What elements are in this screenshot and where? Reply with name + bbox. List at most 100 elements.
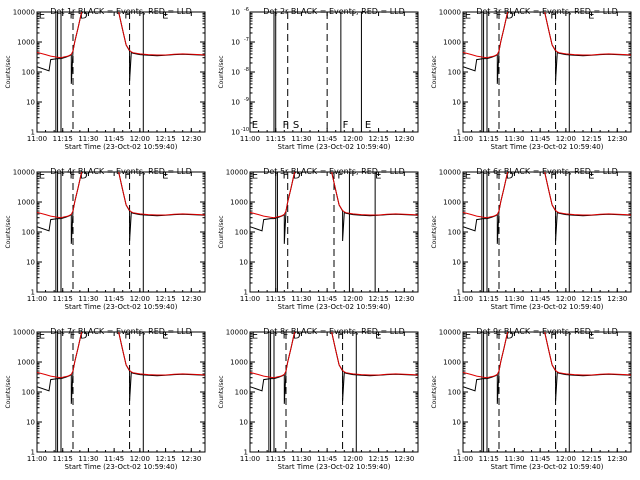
- x-axis-label: Start Time (23-Oct-02 10:59:40): [278, 303, 391, 311]
- panel-4: Det 4r BLACK = Events, RED = LLD 1 10 100 10…: [5, 167, 206, 311]
- y-tick-label: 10: [231, 129, 240, 137]
- x-tick-label: 11:00: [240, 455, 260, 463]
- x-tick-label: 11:45: [530, 295, 550, 303]
- x-tick-label: 12:15: [581, 455, 601, 463]
- x-tick-label: 11:30: [291, 295, 311, 303]
- x-tick-label: 12:15: [155, 455, 175, 463]
- panel-7: Det 7r BLACK = Events, RED = LLD 1 10 100 10…: [5, 327, 206, 471]
- events-series-line: [250, 332, 418, 404]
- panel-8: Det 8r BLACK = Events, RED = LLD 1 10 100 10…: [218, 327, 419, 471]
- x-tick-label: 11:15: [266, 295, 286, 303]
- x-tick-label: 12:30: [607, 455, 627, 463]
- x-tick-label: 12:15: [155, 135, 175, 143]
- annotation-label: E: [375, 170, 381, 181]
- annotation-label: F: [283, 170, 289, 181]
- panel-title: Det 8r BLACK = Events, RED = LLD: [263, 327, 405, 336]
- x-tick-label: 11:00: [27, 135, 47, 143]
- plot-frame: [249, 11, 419, 133]
- x-tick-label: 12:00: [343, 135, 363, 143]
- y-tick-label: 10: [26, 419, 35, 427]
- x-tick-label: 11:15: [266, 455, 286, 463]
- panel-1: Det 1r BLACK = Events, RED = LLD 1 10 100 10…: [5, 7, 206, 151]
- annotation-label: F: [550, 170, 556, 181]
- x-tick-label: 12:15: [368, 295, 388, 303]
- panel-title: Det 3r BLACK = Events, RED = LLD: [476, 7, 618, 16]
- panel-title: Det 9r BLACK = Events, RED = LLD: [476, 327, 618, 336]
- y-tick-label: 1000: [230, 199, 248, 207]
- y-tick-label: 1: [457, 289, 461, 297]
- y-tick-label: 100: [448, 69, 461, 77]
- annotation-label: E: [465, 330, 471, 341]
- events-series-line: [37, 332, 205, 404]
- annotation-label: D: [80, 170, 88, 181]
- x-tick-label: 12:00: [130, 135, 150, 143]
- y-axis-label: Counts/sec: [431, 215, 438, 248]
- panel-title: Det 4r BLACK = Events, RED = LLD: [50, 167, 192, 176]
- x-tick-label: 11:45: [317, 295, 337, 303]
- y-tick-label: 10000: [13, 169, 35, 177]
- y-axis-label: Counts/sec: [431, 375, 438, 408]
- x-tick-label: 11:45: [317, 135, 337, 143]
- y-tick-label: 10: [231, 69, 240, 77]
- x-tick-label: 11:00: [453, 455, 473, 463]
- panel-6: Det 6r BLACK = Events, RED = LLD 1 10 100 10…: [431, 167, 632, 311]
- x-tick-label: 11:15: [53, 455, 73, 463]
- annotation-label: F: [550, 10, 556, 21]
- annotation-label: E: [465, 10, 471, 21]
- annotation-label: D: [80, 330, 88, 341]
- y-tick-label: 1000: [443, 39, 461, 47]
- x-tick-label: 12:00: [130, 295, 150, 303]
- y-tick-label: 100: [22, 69, 35, 77]
- y-tick-label: 10: [231, 39, 240, 47]
- x-tick-label: 11:15: [479, 455, 499, 463]
- annotation-label: E: [365, 120, 371, 131]
- y-tick-exponent: -7: [244, 37, 249, 43]
- annotation-label: D: [506, 170, 514, 181]
- x-tick-label: 11:30: [504, 295, 524, 303]
- annotation-label: F: [337, 330, 343, 341]
- x-tick-label: 12:15: [581, 295, 601, 303]
- plot-frame: [36, 331, 206, 453]
- x-tick-label: 12:30: [394, 135, 414, 143]
- y-tick-label: 10: [26, 99, 35, 107]
- x-tick-label: 11:15: [266, 135, 286, 143]
- lld-series-line: [37, 172, 205, 219]
- y-axis-label: Counts/sec: [5, 215, 12, 248]
- x-tick-label: 11:45: [104, 455, 124, 463]
- y-tick-label: 10: [239, 419, 248, 427]
- x-tick-label: 11:15: [479, 295, 499, 303]
- x-tick-label: 12:30: [394, 455, 414, 463]
- x-tick-label: 11:00: [453, 135, 473, 143]
- annotation-label: E: [465, 170, 471, 181]
- annotation-label: E: [39, 10, 45, 21]
- y-tick-label: 1000: [17, 39, 35, 47]
- y-axis-label: Counts/sec: [218, 215, 225, 248]
- y-tick-label: 100: [448, 229, 461, 237]
- lld-series-line: [463, 332, 631, 379]
- x-tick-label: 11:30: [504, 135, 524, 143]
- annotation-label: E: [162, 330, 168, 341]
- x-tick-label: 12:00: [556, 295, 576, 303]
- x-tick-label: 12:15: [368, 135, 388, 143]
- annotation-label: F: [70, 10, 76, 21]
- panel-title: Det 2r BLACK = Events, RED = LLD: [263, 7, 405, 16]
- y-tick-label: 10: [452, 99, 461, 107]
- annotation-label: E: [252, 330, 258, 341]
- annotation-label: E: [588, 10, 594, 21]
- annotation-label: E: [588, 330, 594, 341]
- x-tick-label: 12:30: [394, 295, 414, 303]
- y-tick-label: 1000: [443, 199, 461, 207]
- lld-series-line: [463, 12, 631, 59]
- x-axis-label: Start Time (23-Oct-02 10:59:40): [65, 143, 178, 151]
- y-tick-label: 10000: [439, 329, 461, 337]
- x-tick-label: 12:00: [130, 455, 150, 463]
- y-tick-label: 1: [457, 129, 461, 137]
- plot-frame: [462, 11, 632, 133]
- annotation-label: F: [550, 330, 556, 341]
